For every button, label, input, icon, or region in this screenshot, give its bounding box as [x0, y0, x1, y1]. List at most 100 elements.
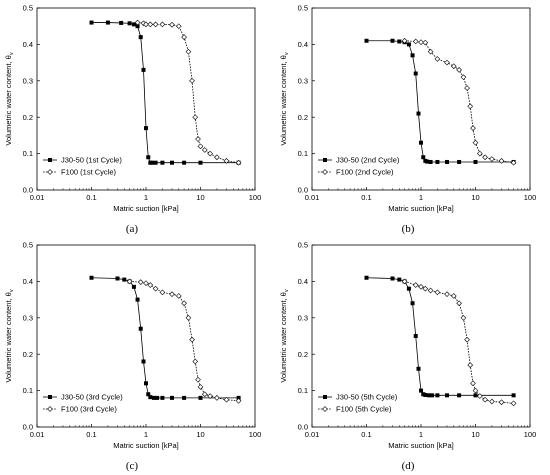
- x-axis-label: Matric suction [kPa]: [388, 441, 453, 450]
- y-axis-label-subscript: v: [284, 52, 290, 55]
- data-point-diamond: [147, 282, 154, 288]
- data-point-diamond: [195, 136, 201, 142]
- y-tick-label: 0.0: [23, 186, 33, 195]
- y-tick-label: 0.1: [23, 149, 33, 158]
- data-point-diamond: [418, 39, 424, 46]
- series-line: [91, 277, 239, 399]
- x-tick-label: 1: [144, 430, 148, 439]
- x-tick-label: 10: [471, 193, 479, 202]
- data-point-square: [131, 22, 136, 27]
- data-point-diamond: [207, 150, 213, 157]
- data-point-diamond: [482, 396, 488, 403]
- data-point-diamond: [450, 293, 457, 299]
- y-tick-label: 0.1: [298, 149, 308, 158]
- data-point-diamond: [175, 23, 182, 30]
- x-tick-label: 10: [196, 430, 204, 439]
- data-point-diamond: [143, 21, 149, 28]
- series-j30-50: [364, 275, 516, 398]
- data-point-square: [397, 277, 402, 282]
- data-point-square: [419, 388, 423, 393]
- x-tick-label: 0.1: [361, 430, 371, 439]
- data-point-diamond: [476, 393, 483, 399]
- data-point-square: [153, 160, 158, 165]
- data-point-square: [146, 155, 151, 160]
- series-line: [91, 22, 239, 164]
- data-point-square: [160, 395, 165, 400]
- x-tick-label: 100: [249, 193, 262, 202]
- data-point-square: [155, 395, 160, 400]
- data-point-square: [425, 159, 430, 164]
- data-point-square: [151, 395, 156, 400]
- data-point-diamond: [472, 387, 479, 394]
- y-tick-label: 0.2: [298, 350, 308, 359]
- legend-entry-label: F100 (1st Cycle): [61, 168, 117, 177]
- legend-marker-square: [48, 158, 52, 162]
- data-point-square: [421, 155, 426, 160]
- x-tick-label: 1: [419, 193, 423, 202]
- data-point-diamond: [175, 293, 182, 299]
- x-tick-label: 10: [196, 193, 204, 202]
- legend-entry-label: J30-50 (1st Cycle): [61, 156, 122, 165]
- data-point-diamond: [223, 396, 230, 403]
- data-point-diamond: [401, 37, 408, 44]
- data-point-square: [457, 393, 462, 398]
- data-point-square: [131, 284, 136, 289]
- data-point-square: [119, 20, 124, 25]
- data-point-diamond: [197, 143, 204, 150]
- legend: J30-50 (5th Cycle) F100 (5th Cycle): [318, 393, 398, 414]
- data-point-square: [435, 393, 440, 398]
- data-point-diamond: [192, 358, 199, 365]
- legend: J30-50 (2nd Cycle) F100 (2nd Cycle): [318, 156, 400, 177]
- data-point-square: [413, 71, 418, 76]
- data-point-diamond: [143, 280, 149, 287]
- panel-label: (c): [126, 460, 139, 472]
- data-point-diamond: [185, 314, 192, 321]
- y-axis-label: Volumetric water content, θv: [279, 289, 290, 382]
- data-point-diamond: [197, 384, 204, 390]
- y-tick-label: 0.4: [298, 40, 308, 49]
- data-point-diamond: [147, 21, 154, 28]
- y-tick-label: 0.5: [298, 241, 308, 250]
- x-tick-label: 0.1: [361, 193, 371, 202]
- data-point-diamond: [510, 159, 517, 166]
- data-point-diamond: [189, 336, 195, 343]
- data-point-square: [410, 53, 415, 58]
- data-point-square: [473, 393, 478, 398]
- data-point-square: [364, 275, 369, 280]
- chart-panel-3: 0.0 0.1 0.2 0.3 0.4 0.5 0.01 0.1 1 10 100 Matric su…: [4, 241, 261, 472]
- legend: J30-50 (3rd Cycle) F100 (3rd Cycle): [43, 393, 123, 414]
- data-point-square: [89, 20, 94, 25]
- y-tick-label: 0.1: [23, 386, 33, 395]
- legend-marker-diamond: [322, 406, 328, 412]
- y-axis-label-subscript: v: [284, 289, 290, 292]
- chart-panel-4: 0.0 0.1 0.2 0.3 0.4 0.5 0.01 0.1 1 10 100 Matric su…: [279, 241, 536, 472]
- data-point-diamond: [467, 103, 474, 110]
- y-tick-label: 0.3: [23, 313, 33, 322]
- data-point-diamond: [510, 400, 517, 407]
- data-point-diamond: [418, 284, 424, 290]
- data-point-square: [150, 160, 155, 165]
- y-tick-label: 0.0: [298, 423, 308, 432]
- data-point-diamond: [195, 376, 201, 383]
- data-point-square: [416, 111, 421, 116]
- legend-marker-diamond: [47, 406, 53, 412]
- series-f100: [134, 19, 242, 166]
- data-point-square: [170, 160, 175, 165]
- legend-marker-square: [323, 158, 327, 162]
- data-point-diamond: [189, 77, 195, 84]
- x-tick-label: 1: [419, 430, 423, 439]
- data-point-diamond: [137, 279, 144, 285]
- series-f100: [401, 278, 517, 407]
- data-point-diamond: [159, 289, 166, 296]
- data-point-square: [413, 334, 418, 338]
- series-line: [366, 277, 514, 396]
- panel-label: (d): [402, 460, 415, 472]
- data-point-diamond: [185, 48, 192, 55]
- x-tick-label: 1: [144, 193, 148, 202]
- data-point-square: [89, 275, 94, 280]
- data-point-square: [170, 395, 175, 400]
- data-point-diamond: [460, 314, 467, 321]
- data-point-square: [445, 393, 450, 398]
- data-point-square: [445, 159, 450, 164]
